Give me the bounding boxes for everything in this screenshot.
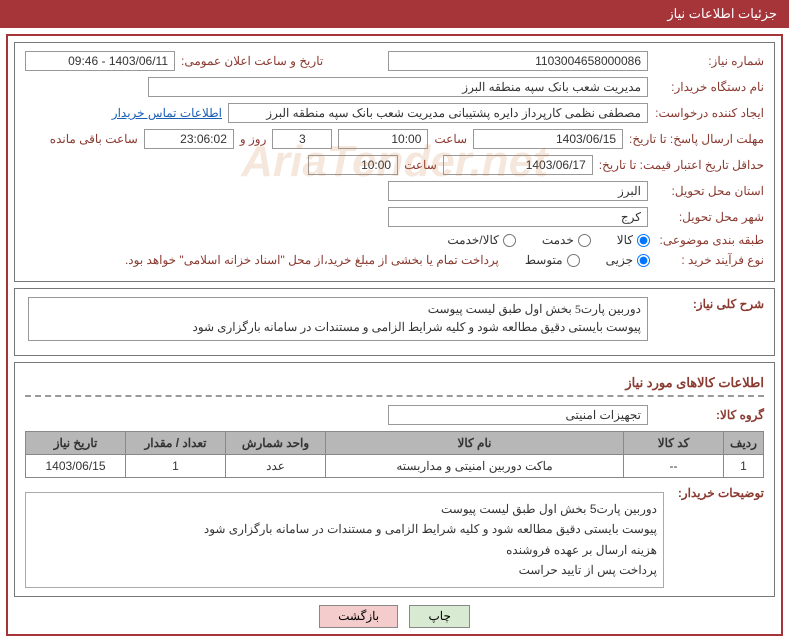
remain-label: ساعت باقی مانده — [50, 132, 138, 146]
announce-label: تاریخ و ساعت اعلان عمومی: — [181, 54, 323, 68]
print-button[interactable]: چاپ — [409, 605, 469, 628]
table-cell: ماکت دوربین امنیتی و مداربسته — [326, 455, 624, 478]
th-name: نام کالا — [326, 432, 624, 455]
saat-label-2: ساعت — [404, 158, 437, 172]
table-header-row: ردیف کد کالا نام کالا واحد شمارش تعداد /… — [26, 432, 764, 455]
province-label: استان محل تحویل: — [654, 184, 764, 198]
buyer-org-field: مدیریت شعب بانک سپه منطقه البرز — [148, 77, 648, 97]
buyer-note-line1: دوربین پارت5 بخش اول طبق لیست پیوست — [32, 499, 657, 519]
desc-section: شرح کلی نیاز: — [14, 288, 775, 356]
requester-label: ایجاد کننده درخواست: — [654, 106, 764, 120]
button-row: چاپ بازگشت — [14, 605, 775, 628]
need-no-field: 1103004658000086 — [388, 51, 648, 71]
back-button[interactable]: بازگشت — [319, 605, 398, 628]
class-both-text: کالا/خدمت — [447, 233, 498, 247]
items-section: اطلاعات کالاهای مورد نیاز گروه کالا: تجه… — [14, 362, 775, 597]
group-field: تجهیزات امنیتی — [388, 405, 648, 425]
need-no-label: شماره نیاز: — [654, 54, 764, 68]
page-title: جزئیات اطلاعات نیاز — [667, 6, 777, 21]
table-cell: 1403/06/15 — [26, 455, 126, 478]
remain-time-field: 23:06:02 — [144, 129, 234, 149]
buyer-note-box: دوربین پارت5 بخش اول طبق لیست پیوست پیوس… — [25, 492, 664, 588]
info-section: AriaTender.net شماره نیاز: 1103004658000… — [14, 42, 775, 282]
main-frame: AriaTender.net شماره نیاز: 1103004658000… — [6, 34, 783, 636]
validity-date-field: 1403/06/17 — [443, 155, 593, 175]
buyer-note-label: توضیحات خریدار: — [674, 486, 764, 500]
class-goods-radio[interactable] — [637, 234, 650, 247]
reply-deadline-label: مهلت ارسال پاسخ: تا تاریخ: — [629, 132, 764, 146]
desc-textarea[interactable] — [28, 297, 648, 341]
city-label: شهر محل تحویل: — [654, 210, 764, 224]
saat-label-1: ساعت — [434, 132, 467, 146]
class-both-radio[interactable] — [503, 234, 516, 247]
page-title-bar: جزئیات اطلاعات نیاز — [0, 0, 789, 28]
process-medium-text: متوسط — [525, 253, 563, 267]
group-label: گروه کالا: — [654, 408, 764, 422]
th-row: ردیف — [724, 432, 764, 455]
divider — [25, 395, 764, 397]
items-section-title: اطلاعات کالاهای مورد نیاز — [25, 375, 764, 391]
th-unit: واحد شمارش — [226, 432, 326, 455]
buyer-note-line2: پیوست بایستی دقیق مطالعه شود و کلیه شرای… — [32, 519, 657, 539]
buyer-contact-link[interactable]: اطلاعات تماس خریدار — [112, 106, 222, 120]
validity-time-field: 10:00 — [308, 155, 398, 175]
requester-field: مصطفی نظمی کارپرداز دایره پشتیبانی مدیری… — [228, 103, 648, 123]
process-partial-text: جزیی — [606, 253, 633, 267]
table-cell: عدد — [226, 455, 326, 478]
process-medium-radio[interactable] — [567, 254, 580, 267]
th-date: تاریخ نیاز — [26, 432, 126, 455]
process-label: نوع فرآیند خرید : — [654, 253, 764, 267]
buyer-note-line3: هزینه ارسال بر عهده فروشنده — [32, 540, 657, 560]
city-field: کرج — [388, 207, 648, 227]
rooz-label: روز و — [240, 132, 267, 146]
th-code: کد کالا — [624, 432, 724, 455]
reply-time-field: 10:00 — [338, 129, 428, 149]
desc-title: شرح کلی نیاز: — [654, 297, 764, 311]
announce-field: 1403/06/11 - 09:46 — [25, 51, 175, 71]
days-field: 3 — [272, 129, 332, 149]
items-table: ردیف کد کالا نام کالا واحد شمارش تعداد /… — [25, 431, 764, 478]
table-cell: -- — [624, 455, 724, 478]
province-field: البرز — [388, 181, 648, 201]
validity-label: حداقل تاریخ اعتبار قیمت: تا تاریخ: — [599, 158, 764, 172]
payment-note: پرداخت تمام یا بخشی از مبلغ خرید،از محل … — [125, 253, 499, 267]
class-label: طبقه بندی موضوعی: — [654, 233, 764, 247]
th-qty: تعداد / مقدار — [126, 432, 226, 455]
buyer-org-label: نام دستگاه خریدار: — [654, 80, 764, 94]
table-row: 1--ماکت دوربین امنیتی و مداربستهعدد11403… — [26, 455, 764, 478]
reply-date-field: 1403/06/15 — [473, 129, 623, 149]
class-service-radio[interactable] — [578, 234, 591, 247]
table-cell: 1 — [724, 455, 764, 478]
class-goods-text: کالا — [617, 233, 633, 247]
class-service-text: خدمت — [542, 233, 574, 247]
buyer-note-line4: پرداخت پس از تایید حراست — [32, 560, 657, 580]
process-partial-radio[interactable] — [637, 254, 650, 267]
table-cell: 1 — [126, 455, 226, 478]
